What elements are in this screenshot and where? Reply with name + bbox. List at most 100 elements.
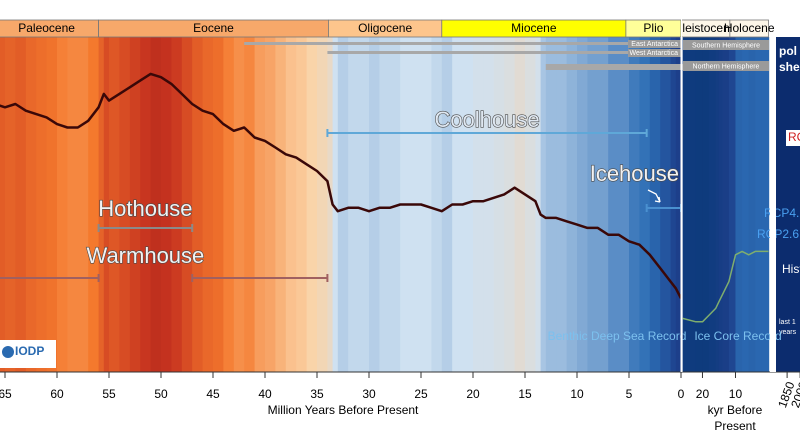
stripe — [306, 37, 318, 372]
pol-label: pol — [779, 44, 797, 58]
stripe — [233, 37, 245, 372]
myr-panel: Paleocene Eocene Oligocene Miocene Plio East … — [0, 19, 681, 372]
stripe — [514, 37, 526, 372]
stripe — [639, 37, 651, 372]
x-tick-label: 0 — [678, 387, 685, 401]
stripe — [525, 37, 536, 372]
x-axis-label: Million Years Before Present — [268, 403, 419, 417]
stripe — [649, 37, 661, 372]
x-tick-label: 45 — [206, 387, 220, 401]
stripe — [36, 37, 48, 372]
stripe — [67, 37, 79, 372]
ice-sheet-label: West Antarctica — [629, 50, 678, 57]
stripe — [358, 37, 370, 372]
stripe — [566, 37, 578, 372]
stripe — [348, 37, 360, 372]
stripe — [742, 37, 750, 372]
stripe — [421, 37, 432, 372]
stripe — [629, 37, 640, 372]
southern-label: Southern Hemisphere — [692, 42, 760, 49]
stripe — [275, 37, 287, 372]
epoch-label: Paleocene — [18, 21, 75, 35]
stripe — [379, 37, 391, 372]
stripe — [192, 37, 204, 372]
stripe — [493, 37, 505, 372]
stripe — [755, 37, 763, 372]
stripe — [504, 37, 516, 372]
ice-sheet-label: East Antarctica — [631, 41, 678, 48]
stripe — [728, 37, 737, 372]
stripe — [296, 37, 308, 372]
stripe — [109, 37, 120, 372]
stripe — [140, 37, 152, 372]
stripe — [103, 37, 110, 372]
regime-label: Coolhouse — [434, 107, 539, 132]
panel-bg — [776, 37, 800, 372]
logo: IODP — [15, 344, 44, 358]
benthic-label: Benthic Deep Sea Record — [548, 329, 687, 343]
ice-sheet-label: Northern Hemisphere — [693, 63, 760, 70]
stripe — [15, 37, 27, 372]
x-tick-label: 10 — [729, 387, 743, 401]
stripe — [709, 37, 717, 372]
x-tick-label: 40 — [258, 387, 272, 401]
regime-label: Hothouse — [98, 196, 192, 221]
stripe — [618, 37, 630, 372]
stripe — [181, 37, 193, 372]
stripe — [244, 37, 256, 372]
stripe — [77, 37, 89, 372]
stripe — [161, 37, 172, 372]
data-line — [682, 250, 769, 323]
last-label: last 1 — [779, 319, 796, 326]
stripe — [761, 37, 770, 372]
x-tick-label: 20 — [696, 387, 710, 401]
stripe — [718, 37, 723, 372]
stripe — [0, 37, 6, 372]
she-label: she — [779, 60, 800, 74]
ice-sheet-bar — [244, 42, 681, 45]
x-tick-label: 50 — [154, 387, 168, 401]
rcp-label: RC — [788, 130, 800, 144]
stripe — [332, 37, 339, 372]
stripe — [670, 37, 677, 372]
stripe — [462, 37, 474, 372]
epoch-label: Eocene — [193, 21, 234, 35]
stripe — [483, 37, 495, 372]
stripe — [119, 37, 131, 372]
stripe — [337, 37, 349, 372]
ice-sheet-bar — [545, 64, 769, 70]
stripe — [57, 37, 68, 372]
stripe — [735, 37, 743, 372]
stripe — [597, 37, 609, 372]
hist-label: Hist — [782, 262, 800, 276]
stripe — [695, 37, 704, 372]
stripe — [675, 37, 681, 372]
ice-core-label: Ice Core Record — [694, 329, 781, 343]
stripe — [254, 37, 266, 372]
epoch-box — [729, 19, 769, 38]
stripe — [587, 37, 599, 372]
x-tick-label: 2000 — [788, 379, 800, 409]
stripe — [5, 37, 16, 372]
ice-sheet-bar — [327, 51, 681, 54]
stripe — [389, 37, 401, 372]
x-tick-label: 60 — [50, 387, 64, 401]
data-line — [0, 72, 681, 299]
regime-label: Warmhouse — [87, 243, 205, 268]
stripe — [213, 37, 224, 372]
stripe — [577, 37, 588, 372]
stripe — [223, 37, 235, 372]
stripe — [265, 37, 276, 372]
epoch-label: Plio — [643, 21, 663, 35]
stripe — [715, 37, 720, 372]
x-axis-label: Present — [714, 419, 756, 433]
x-tick-label: 25 — [414, 387, 428, 401]
x-tick-label: 35 — [310, 387, 324, 401]
x-tick-label: 20 — [466, 387, 480, 401]
arrow — [647, 189, 661, 203]
stripe — [535, 37, 542, 372]
stripe — [608, 37, 620, 372]
stripe — [129, 37, 141, 372]
x-tick-label: 5 — [626, 387, 633, 401]
